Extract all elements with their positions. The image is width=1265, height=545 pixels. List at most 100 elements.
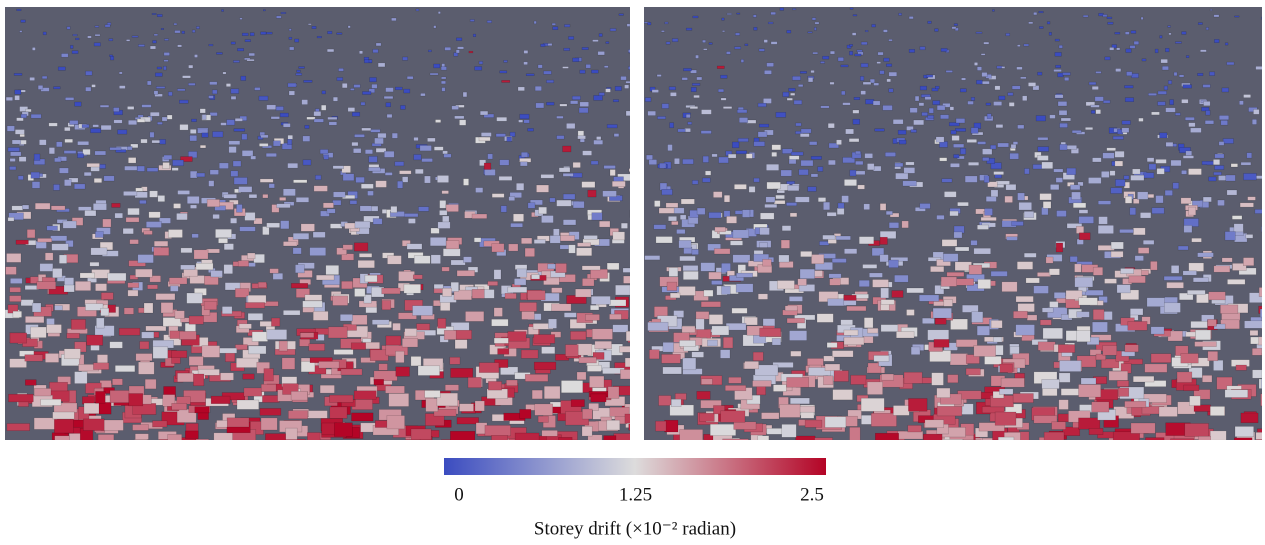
building <box>288 411 307 419</box>
building <box>538 416 548 422</box>
building <box>787 377 809 387</box>
building <box>386 88 394 92</box>
building <box>150 112 159 116</box>
building <box>1183 85 1192 88</box>
building <box>1073 203 1086 208</box>
building <box>569 245 576 253</box>
building <box>544 386 560 399</box>
building <box>47 325 62 334</box>
building <box>683 265 698 271</box>
building <box>767 182 781 189</box>
building <box>974 345 996 356</box>
building <box>200 109 206 113</box>
building <box>732 308 747 313</box>
building <box>8 217 14 221</box>
building <box>84 172 91 176</box>
building <box>934 339 949 347</box>
building <box>164 39 168 41</box>
building <box>441 67 447 71</box>
building <box>579 357 597 363</box>
building <box>223 72 226 74</box>
building <box>434 147 443 151</box>
building <box>219 163 228 169</box>
building <box>451 282 459 291</box>
building <box>659 208 674 213</box>
building <box>1002 282 1017 292</box>
building <box>787 30 791 33</box>
building <box>825 417 846 428</box>
building <box>485 425 511 436</box>
building <box>373 49 378 53</box>
building <box>233 439 251 451</box>
building <box>181 248 192 253</box>
building <box>153 41 157 44</box>
building <box>150 46 156 49</box>
building <box>818 167 823 172</box>
building <box>552 288 563 293</box>
building <box>414 256 430 264</box>
building <box>376 43 381 46</box>
building <box>609 314 621 319</box>
building <box>936 137 944 142</box>
building <box>474 238 481 242</box>
building <box>866 99 874 104</box>
building <box>850 170 856 176</box>
building <box>110 56 113 60</box>
building <box>93 363 109 370</box>
building <box>115 213 123 218</box>
building <box>591 296 610 304</box>
building <box>32 182 40 189</box>
building <box>12 206 23 211</box>
building <box>1167 282 1184 288</box>
building <box>853 110 859 113</box>
building <box>405 329 417 337</box>
building <box>1098 225 1114 233</box>
building <box>494 308 503 317</box>
building <box>610 29 616 32</box>
building <box>293 180 307 183</box>
building <box>995 175 1002 179</box>
building <box>236 358 258 368</box>
building <box>327 49 334 52</box>
building <box>766 197 775 203</box>
building <box>144 303 153 313</box>
building <box>539 207 547 214</box>
building <box>146 222 161 228</box>
building <box>764 70 771 74</box>
building <box>722 18 725 20</box>
building <box>150 132 154 137</box>
building <box>55 306 63 311</box>
building <box>1039 11 1044 13</box>
building <box>832 259 846 263</box>
building <box>64 151 76 154</box>
building <box>434 64 440 68</box>
building <box>996 181 1010 185</box>
building <box>1054 169 1063 172</box>
building <box>592 213 603 220</box>
building <box>1092 86 1098 89</box>
building <box>899 140 906 144</box>
building <box>1188 169 1201 175</box>
building <box>181 265 195 270</box>
building <box>772 145 781 150</box>
building <box>137 119 145 122</box>
building <box>455 340 467 349</box>
building <box>415 169 423 174</box>
building <box>1243 258 1254 266</box>
building <box>898 431 923 439</box>
building <box>1039 27 1043 29</box>
building <box>754 178 760 182</box>
building <box>95 231 103 237</box>
building <box>172 168 179 171</box>
building <box>791 351 802 356</box>
building <box>329 122 337 125</box>
building <box>88 36 92 38</box>
building <box>582 182 595 188</box>
building <box>941 48 947 51</box>
building <box>869 273 882 278</box>
building <box>929 108 934 113</box>
building <box>546 435 561 448</box>
building <box>978 279 991 288</box>
building <box>446 205 459 212</box>
building <box>487 389 508 399</box>
